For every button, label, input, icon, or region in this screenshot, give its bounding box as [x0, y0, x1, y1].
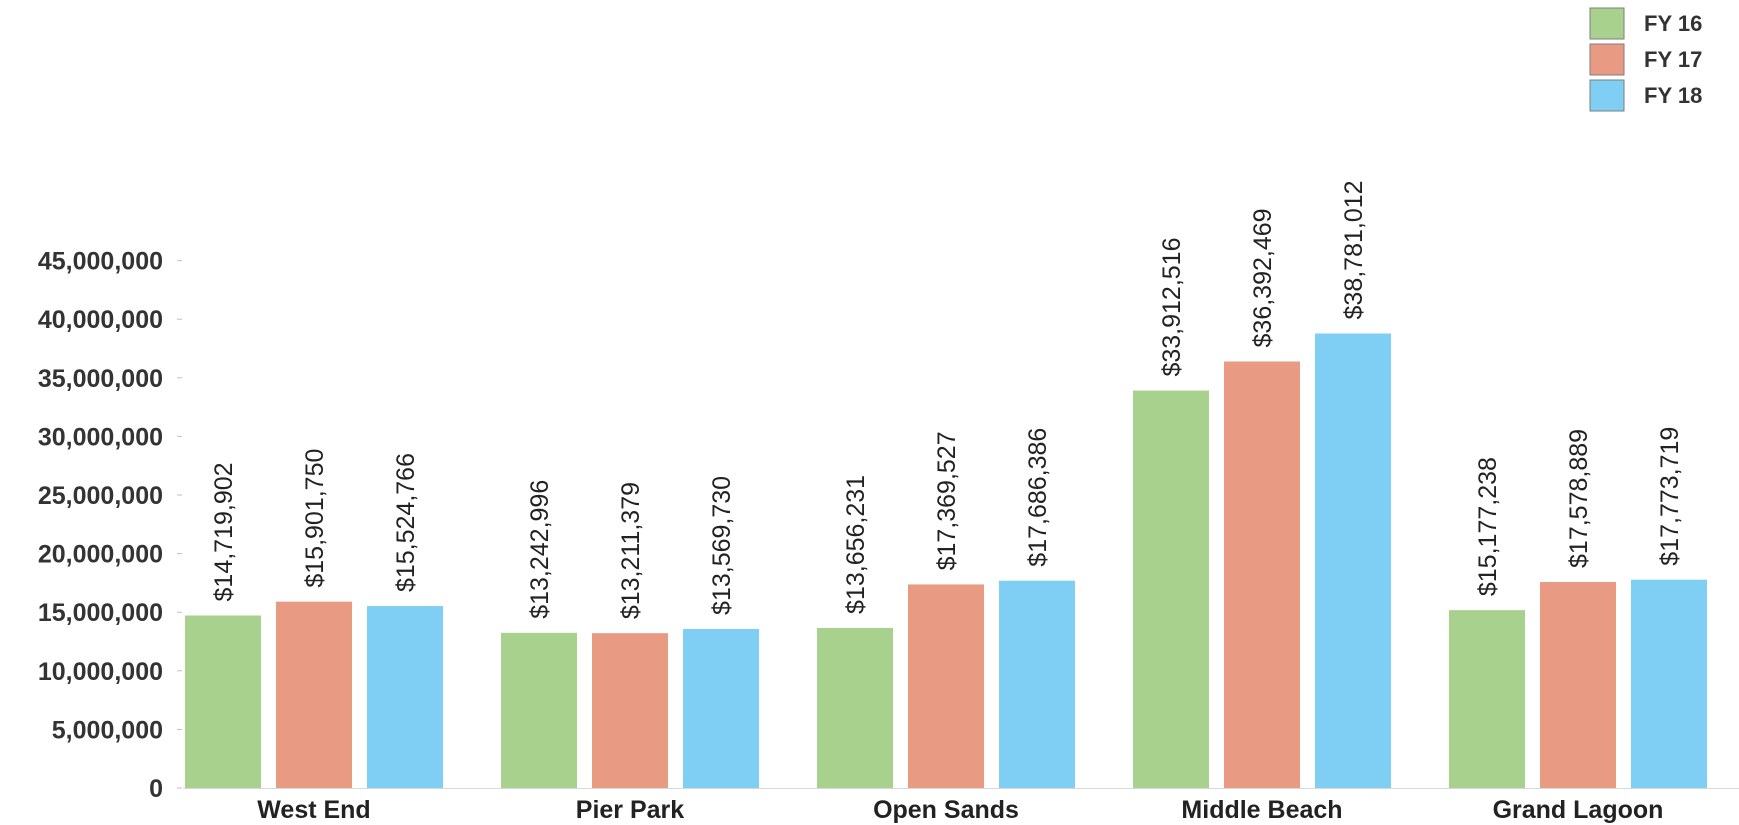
- y-tick-label: 5,000,000: [52, 716, 163, 744]
- x-tick-label: Open Sands: [873, 796, 1019, 824]
- bars: [185, 333, 1707, 788]
- data-label: $33,912,516: [1158, 238, 1186, 377]
- legend: FY 16 FY 17 FY 18: [1589, 7, 1702, 112]
- bar: [817, 627, 893, 788]
- bar: [999, 580, 1075, 788]
- y-tick-label: 15,000,000: [38, 599, 163, 627]
- data-label: $17,369,527: [933, 431, 961, 570]
- legend-swatch: [1589, 79, 1625, 112]
- data-label: $15,177,238: [1474, 457, 1502, 596]
- data-label: $15,901,750: [301, 449, 329, 588]
- bar: [592, 633, 668, 788]
- data-label: $14,719,902: [210, 462, 238, 601]
- y-tick-label: 45,000,000: [38, 248, 163, 276]
- x-tick-label: Pier Park: [576, 796, 685, 824]
- legend-label: FY 16: [1644, 11, 1702, 36]
- legend-label: FY 18: [1644, 83, 1702, 108]
- y-tick-label: 40,000,000: [38, 306, 163, 334]
- data-label: $13,569,730: [708, 476, 736, 615]
- bar: [185, 615, 261, 788]
- bar: [908, 584, 984, 788]
- data-labels: $14,719,902 $15,901,750 $15,524,766 $13,242…: [210, 180, 1684, 619]
- y-axis: 0 5,000,000 10,000,000 15,000,000 20,000,000…: [38, 248, 182, 803]
- data-label: $38,781,012: [1340, 180, 1368, 319]
- data-label: $17,686,386: [1024, 428, 1052, 567]
- legend-swatch: [1589, 7, 1625, 40]
- data-label: $17,773,719: [1656, 427, 1684, 566]
- x-tick-label: West End: [257, 796, 370, 824]
- data-label: $36,392,469: [1249, 208, 1277, 347]
- bar: [501, 632, 577, 788]
- data-label: $15,524,766: [392, 453, 420, 592]
- x-axis: West End Pier Park Open Sands Middle Beach G…: [183, 788, 1739, 824]
- y-tick-label: 10,000,000: [38, 658, 163, 686]
- bar: [1224, 361, 1300, 788]
- bar: [1315, 333, 1391, 788]
- bar: [1540, 581, 1616, 788]
- y-tick-label: 20,000,000: [38, 541, 163, 569]
- bar: [1631, 579, 1707, 788]
- data-label: $13,211,379: [617, 482, 645, 619]
- legend-swatch: [1589, 43, 1625, 76]
- x-tick-label: Middle Beach: [1181, 796, 1342, 824]
- bar: [683, 628, 759, 788]
- data-label: $13,656,231: [842, 475, 870, 614]
- data-label: $13,242,996: [526, 480, 554, 619]
- x-tick-label: Grand Lagoon: [1493, 796, 1664, 824]
- legend-label: FY 17: [1644, 47, 1702, 72]
- y-tick-label: 30,000,000: [38, 423, 163, 451]
- y-tick-label: 0: [149, 775, 163, 803]
- y-tick-label: 25,000,000: [38, 482, 163, 510]
- data-label: $17,578,889: [1565, 429, 1593, 568]
- bar: [1133, 390, 1209, 788]
- y-tick-label: 35,000,000: [38, 365, 163, 393]
- bar: [276, 601, 352, 788]
- bar: [367, 606, 443, 788]
- bar: [1449, 610, 1525, 788]
